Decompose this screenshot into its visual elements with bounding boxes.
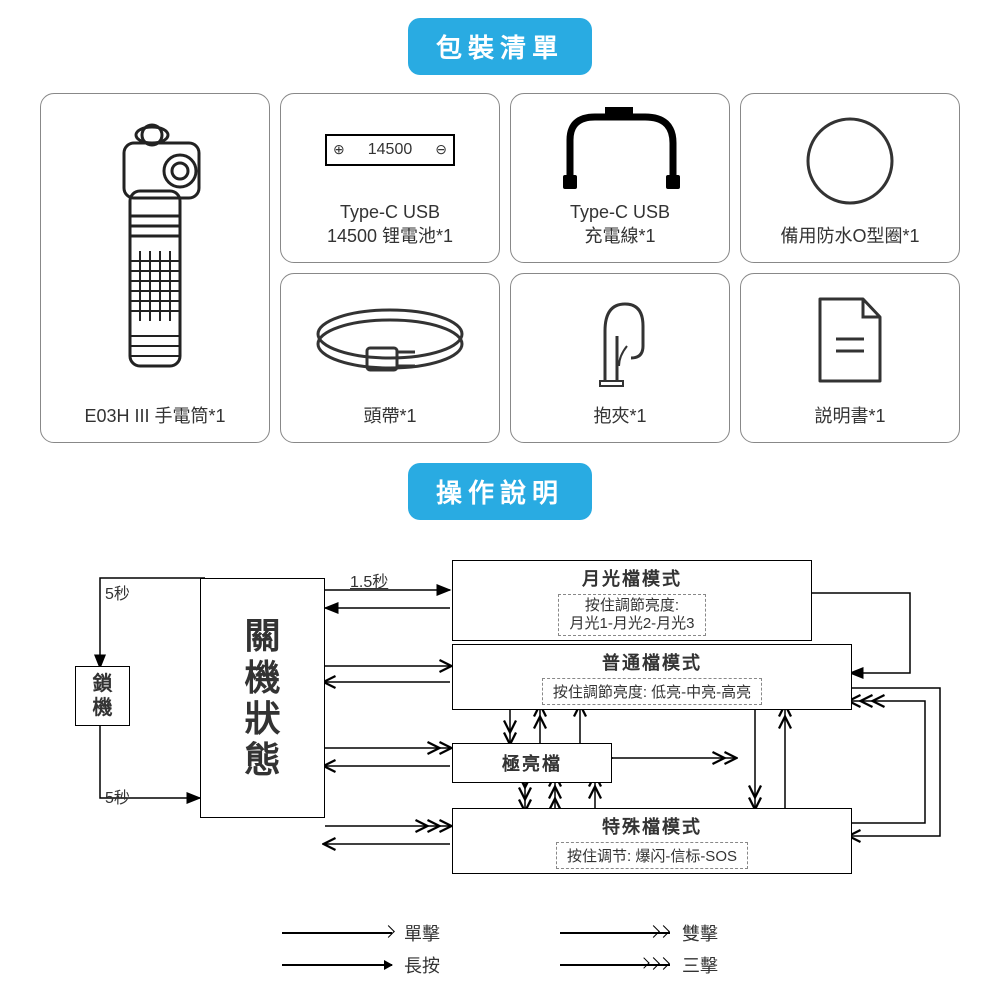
manual-icon <box>747 284 953 399</box>
legend-triple: 三擊 <box>560 952 718 978</box>
legend-double: 雙擊 <box>560 920 718 946</box>
battery-label: Type-C USB 14500 锂電池*1 <box>327 201 453 248</box>
legend-long: 長按 <box>282 952 440 978</box>
card-clip: 抱夾*1 <box>510 273 730 443</box>
special-sub: 按住调节: 爆闪-信标-SOS <box>556 842 748 869</box>
normal-sub: 按住調節亮度: 低亮-中亮-高亮 <box>542 678 762 705</box>
card-battery: 14500 Type-C USB 14500 锂電池*1 <box>280 93 500 263</box>
label-5s-top: 5秒 <box>105 580 130 604</box>
card-cable: Type-C USB 充電線*1 <box>510 93 730 263</box>
operation-diagram: 鎖 機 關 機 狀 態 5秒 5秒 1.5秒 月光檔模式 按住調節亮度: 月光1… <box>40 548 960 908</box>
label-1.5s: 1.5秒 <box>350 568 388 592</box>
manual-label: 説明書*1 <box>814 405 885 428</box>
battery-icon: 14500 <box>287 104 493 195</box>
clip-label: 抱夾*1 <box>593 405 646 428</box>
normal-title: 普通檔模式 <box>602 649 702 675</box>
box-lock: 鎖 機 <box>75 666 130 726</box>
oring-label: 備用防水O型圈*1 <box>780 225 919 248</box>
clip-icon <box>517 284 723 399</box>
package-list-title: 包裝清單 <box>408 18 592 75</box>
legend-single: 單擊 <box>282 920 440 946</box>
cable-icon <box>517 104 723 195</box>
card-manual: 説明書*1 <box>740 273 960 443</box>
flashlight-label: E03H III 手電筒*1 <box>84 405 225 428</box>
box-special: 特殊檔模式 按住调节: 爆闪-信标-SOS <box>452 808 852 874</box>
box-moonlight: 月光檔模式 按住調節亮度: 月光1-月光2-月光3 <box>452 560 812 641</box>
legend: 單擊 長按 雙擊 三擊 <box>40 920 960 978</box>
oring-icon <box>747 104 953 219</box>
headband-icon <box>287 284 493 399</box>
card-oring: 備用防水O型圈*1 <box>740 93 960 263</box>
package-grid: E03H III 手電筒*1 14500 Type-C USB 14500 锂電… <box>40 93 960 443</box>
special-title: 特殊檔模式 <box>602 813 702 839</box>
flashlight-icon <box>47 104 263 399</box>
box-turbo: 極亮檔 <box>452 743 612 783</box>
cable-label: Type-C USB 充電線*1 <box>570 201 670 248</box>
turbo-title: 極亮檔 <box>502 750 562 776</box>
box-normal: 普通檔模式 按住調節亮度: 低亮-中亮-高亮 <box>452 644 852 710</box>
label-5s-bottom: 5秒 <box>105 784 130 808</box>
operation-title: 操作說明 <box>408 463 592 520</box>
card-flashlight: E03H III 手電筒*1 <box>40 93 270 443</box>
card-headband: 頭帶*1 <box>280 273 500 443</box>
moonlight-sub: 按住調節亮度: 月光1-月光2-月光3 <box>558 594 705 636</box>
headband-label: 頭帶*1 <box>363 405 416 428</box>
box-off-state: 關 機 狀 態 <box>200 578 325 818</box>
moonlight-title: 月光檔模式 <box>582 565 682 591</box>
